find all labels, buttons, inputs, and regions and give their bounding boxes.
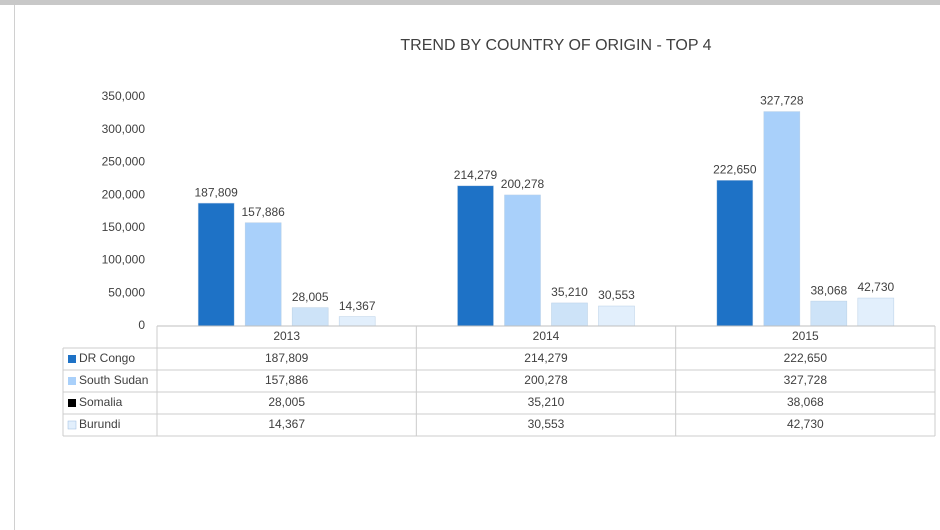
x-tick-label: 2013	[273, 329, 300, 343]
value-label: 222,650	[713, 162, 757, 176]
y-tick-label: 250,000	[102, 155, 146, 169]
table-cell: 222,650	[784, 351, 828, 365]
y-tick-label: 50,000	[108, 285, 145, 299]
bar	[457, 185, 494, 327]
y-tick-label: 300,000	[102, 122, 146, 136]
bar	[291, 307, 329, 327]
value-label: 35,210	[551, 285, 588, 299]
bar	[763, 111, 801, 327]
y-tick-label: 350,000	[102, 89, 146, 103]
y-tick-label: 150,000	[102, 220, 146, 234]
legend-marker	[68, 355, 76, 363]
value-label: 30,553	[598, 288, 635, 302]
table-cell: 14,367	[268, 417, 305, 431]
value-label: 157,886	[241, 205, 285, 219]
y-tick-label: 0	[138, 318, 145, 332]
bar	[716, 180, 754, 327]
value-label: 200,278	[501, 177, 545, 191]
y-tick-label: 100,000	[102, 253, 146, 267]
value-label: 327,728	[760, 94, 804, 108]
value-label: 14,367	[339, 299, 376, 313]
value-label: 42,730	[857, 280, 894, 294]
bar	[857, 297, 895, 327]
x-tick-label: 2014	[533, 329, 560, 343]
chart-title: TREND BY COUNTRY OF ORIGIN - TOP 4	[400, 37, 711, 54]
legend-label: DR Congo	[79, 351, 135, 365]
bar	[598, 305, 635, 327]
value-label: 187,809	[194, 185, 238, 199]
table-cell: 200,278	[524, 373, 568, 387]
top-bar	[0, 0, 940, 5]
value-label: 214,279	[454, 168, 498, 182]
legend-marker	[67, 420, 77, 430]
legend-label: South Sudan	[79, 373, 148, 387]
table-cell: 187,809	[265, 351, 309, 365]
bar	[810, 300, 848, 327]
table-cell: 35,210	[528, 395, 565, 409]
table-cell: 327,728	[784, 373, 828, 387]
table-cell: 38,068	[787, 395, 824, 409]
table-cell: 157,886	[265, 373, 309, 387]
table-cell: 30,553	[528, 417, 565, 431]
bar	[197, 202, 235, 327]
bar	[338, 316, 376, 327]
table-cell: 28,005	[268, 395, 305, 409]
table-cell: 42,730	[787, 417, 824, 431]
bar	[504, 194, 541, 327]
bar	[551, 302, 588, 327]
legend-marker	[68, 399, 76, 407]
legend-label: Burundi	[79, 417, 120, 431]
bar	[244, 222, 282, 327]
legend-label: Somalia	[79, 395, 123, 409]
value-label: 38,068	[810, 283, 847, 297]
table-cell: 214,279	[524, 351, 568, 365]
y-tick-label: 200,000	[102, 187, 146, 201]
legend-marker	[68, 377, 76, 385]
x-tick-label: 2015	[792, 329, 819, 343]
value-label: 28,005	[292, 290, 329, 304]
